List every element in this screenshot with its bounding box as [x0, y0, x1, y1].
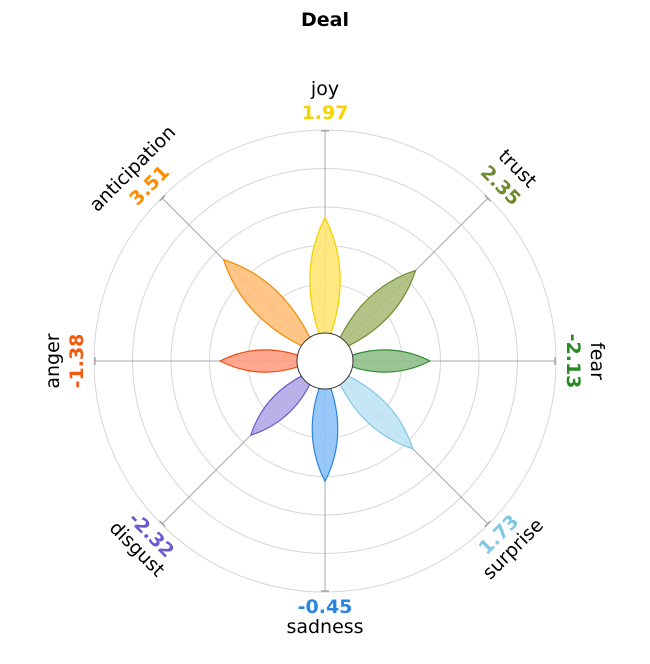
petal-anger — [218, 349, 315, 373]
label-group-fear: fear-2.13 — [562, 334, 608, 389]
label-group-sadness: sadness-0.45 — [286, 596, 363, 638]
petal-fear — [335, 349, 432, 373]
axis-tick-disgust — [159, 520, 166, 527]
category-label-anger: anger — [42, 333, 64, 388]
petal-sadness — [311, 371, 339, 483]
category-label-joy: joy — [310, 78, 339, 100]
petal-surprise — [332, 368, 414, 450]
petals — [218, 216, 432, 483]
petal-disgust — [249, 368, 318, 437]
axis-tick-anticipation — [159, 195, 166, 202]
value-label-fear: -2.13 — [562, 334, 584, 389]
label-group-anger: anger -1.38 — [42, 333, 88, 388]
petal-anticipation — [222, 258, 318, 354]
petal-trust — [332, 269, 417, 354]
category-label-sadness: sadness — [286, 616, 363, 638]
axis-tick-trust — [484, 195, 491, 202]
grid-ring — [93, 129, 557, 593]
value-label-joy: 1.97 — [302, 102, 349, 124]
center-circle — [296, 332, 354, 390]
value-label-anger: -1.38 — [66, 334, 88, 389]
chart-title: Deal — [301, 9, 349, 31]
value-label-sadness: -0.45 — [298, 596, 353, 618]
petal-joy — [309, 216, 341, 351]
category-label-fear: fear — [586, 342, 608, 380]
axis-tick-surprise — [484, 520, 491, 527]
